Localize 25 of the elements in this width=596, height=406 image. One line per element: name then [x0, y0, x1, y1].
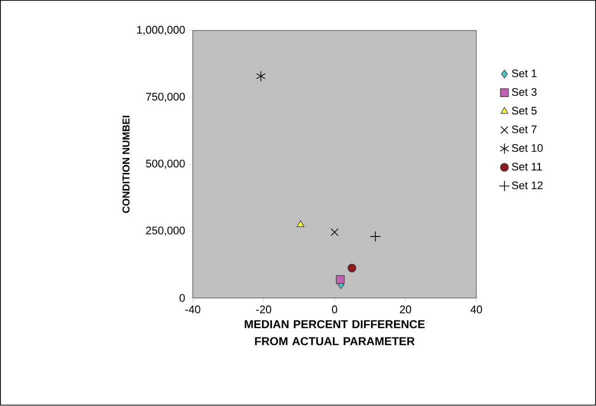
point	[348, 264, 356, 273]
point	[336, 275, 345, 284]
x-tick-label: 40	[470, 306, 482, 314]
legend-label: Set 3	[512, 88, 537, 96]
legend-label: Set 1	[512, 70, 537, 78]
x-axis-title: MEDIAN PERCENT DIFFERENCE FROM ACTUAL PARAMETER	[244, 320, 425, 346]
y-tick-label: 500,000	[146, 160, 185, 169]
y-tick-label: 250,000	[146, 226, 185, 236]
legend-label: Set 10	[512, 144, 543, 152]
y-tick-label: 1,000,000	[137, 26, 185, 36]
y-tick-label: 0	[180, 294, 185, 302]
legend-label: Set 5	[512, 106, 537, 115]
y-axis-title: CONDITION NUMBEI	[122, 116, 130, 214]
point	[296, 220, 304, 228]
point	[330, 228, 339, 236]
x-tick-label: 20	[400, 306, 412, 314]
y-tick-label: 750,000	[146, 93, 185, 102]
x-tick-label: 0	[332, 306, 338, 314]
legend-label: Set 7	[512, 126, 537, 134]
legend-label: Set 11	[512, 162, 542, 171]
x-tick-label: -20	[256, 306, 272, 314]
point	[370, 231, 381, 242]
legend-label: Set 12	[512, 182, 543, 190]
point	[256, 70, 266, 82]
x-tick-label: -40	[185, 306, 200, 314]
